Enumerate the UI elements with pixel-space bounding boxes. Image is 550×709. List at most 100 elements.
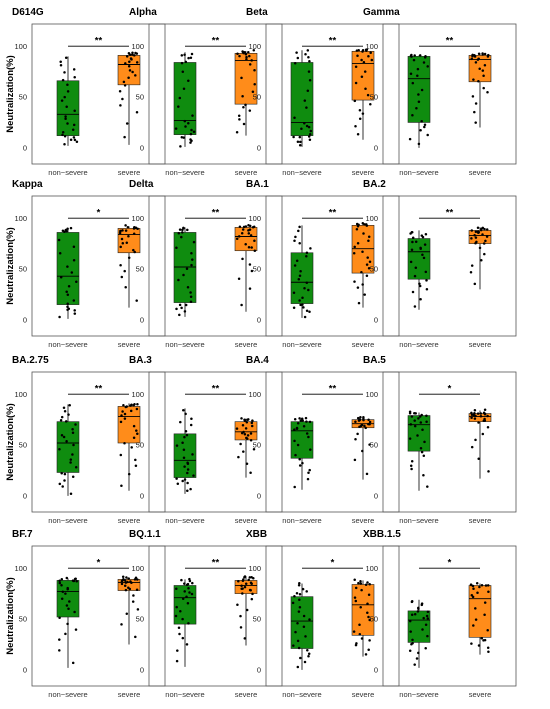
data-point — [302, 306, 305, 309]
data-point — [120, 484, 123, 488]
panel-title: Gamma — [363, 7, 400, 18]
panel-frame — [148, 23, 283, 165]
data-point — [298, 242, 301, 245]
data-point — [410, 613, 414, 616]
y-tick-label: 0 — [140, 491, 144, 500]
data-point — [486, 584, 490, 587]
data-point — [235, 131, 239, 134]
y-tick-label: 50 — [253, 441, 261, 450]
data-point — [187, 587, 190, 590]
data-point — [178, 96, 182, 100]
data-point — [357, 581, 360, 585]
data-point — [74, 628, 78, 631]
y-tick-label: 100 — [365, 390, 378, 399]
data-point — [367, 615, 370, 619]
x-tick-label: non−severe — [399, 168, 438, 177]
data-point — [480, 636, 484, 640]
data-point — [130, 58, 133, 61]
significance-label: * — [331, 558, 335, 569]
panel-title: Delta — [129, 179, 154, 190]
data-point — [187, 622, 190, 625]
data-point — [122, 403, 125, 407]
x-tick-label: severe — [469, 516, 492, 525]
data-point — [411, 81, 415, 85]
x-tick-label: severe — [118, 690, 141, 699]
data-point — [308, 60, 311, 63]
data-point — [302, 424, 306, 428]
data-point — [71, 431, 75, 434]
data-point — [298, 274, 302, 278]
data-point — [303, 286, 306, 290]
data-point — [296, 639, 300, 643]
data-point — [473, 417, 477, 420]
data-point — [365, 48, 369, 51]
x-tick-label: non−severe — [399, 690, 438, 699]
data-point — [368, 618, 371, 622]
data-point — [180, 61, 184, 65]
data-point — [65, 576, 69, 580]
panel-ba-5: BA.5 0 50 100 non−severe severe * — [363, 355, 517, 525]
data-point — [180, 578, 183, 582]
data-point — [360, 588, 363, 592]
data-point — [185, 595, 188, 599]
data-point — [128, 60, 131, 63]
data-point — [244, 103, 247, 107]
data-point — [470, 237, 473, 240]
data-point — [241, 592, 244, 595]
y-tick-label: 0 — [374, 143, 378, 152]
y-tick-label: 50 — [19, 615, 27, 624]
data-point — [71, 661, 75, 665]
y-tick-label: 50 — [19, 93, 27, 102]
data-point — [119, 104, 122, 107]
panel-frame — [382, 23, 517, 165]
data-point — [354, 81, 358, 85]
data-point — [298, 225, 301, 229]
significance-label: * — [97, 558, 101, 569]
data-point — [57, 238, 61, 242]
data-point — [369, 51, 372, 54]
data-point — [60, 583, 63, 587]
data-point — [64, 117, 67, 120]
data-point — [186, 285, 190, 289]
data-point — [367, 418, 370, 422]
data-point — [354, 420, 357, 423]
data-point — [250, 576, 253, 579]
y-axis-label: Neutralization(%) — [5, 403, 16, 481]
data-point — [178, 303, 182, 307]
data-point — [123, 412, 127, 416]
data-point — [72, 259, 76, 262]
data-point — [71, 453, 74, 456]
data-point — [124, 62, 127, 65]
data-point — [119, 245, 122, 249]
data-point — [121, 241, 125, 245]
data-point — [65, 604, 69, 607]
data-point — [61, 78, 65, 82]
data-point — [409, 260, 413, 264]
data-point — [69, 138, 73, 142]
y-tick-label: 100 — [248, 390, 261, 399]
data-point — [297, 278, 301, 281]
data-point — [175, 307, 178, 311]
panel-title: BA.5 — [363, 355, 386, 366]
data-point — [58, 581, 62, 585]
data-point — [248, 54, 251, 58]
x-tick-label: severe — [235, 516, 258, 525]
data-point — [480, 583, 484, 587]
data-point — [417, 142, 421, 146]
data-point — [359, 606, 362, 609]
data-point — [294, 453, 297, 457]
data-point — [60, 99, 64, 102]
data-point — [128, 53, 132, 56]
data-point — [122, 577, 125, 581]
data-point — [135, 429, 138, 432]
data-point — [294, 235, 297, 239]
x-tick-label: severe — [235, 340, 258, 349]
data-point — [124, 285, 127, 289]
data-point — [482, 74, 485, 77]
data-point — [299, 140, 302, 144]
data-point — [471, 95, 475, 98]
data-point — [66, 265, 69, 268]
data-point — [368, 420, 372, 424]
data-point — [66, 90, 70, 93]
data-point — [244, 582, 248, 585]
